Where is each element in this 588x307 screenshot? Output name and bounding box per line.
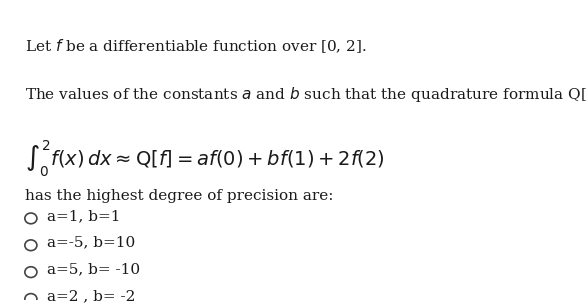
Text: a=1, b=1: a=1, b=1 — [46, 209, 120, 223]
Text: has the highest degree of precision are:: has the highest degree of precision are: — [25, 189, 333, 204]
Text: $\int_0^2 f(x)\,dx \approx \mathrm{Q}[f] = af(0) + bf(1) + 2f(2)$: $\int_0^2 f(x)\,dx \approx \mathrm{Q}[f]… — [25, 139, 385, 179]
Text: a=5, b= -10: a=5, b= -10 — [46, 262, 140, 277]
Text: a=-5, b=10: a=-5, b=10 — [46, 236, 135, 250]
Text: a=2 , b= -2: a=2 , b= -2 — [46, 290, 135, 303]
Text: The values of the constants $a$ and $b$ such that the quadrature formula Q[$f$] : The values of the constants $a$ and $b$ … — [25, 85, 588, 104]
Text: Let $f$ be a differentiable function over [0, 2].: Let $f$ be a differentiable function ove… — [25, 37, 366, 55]
